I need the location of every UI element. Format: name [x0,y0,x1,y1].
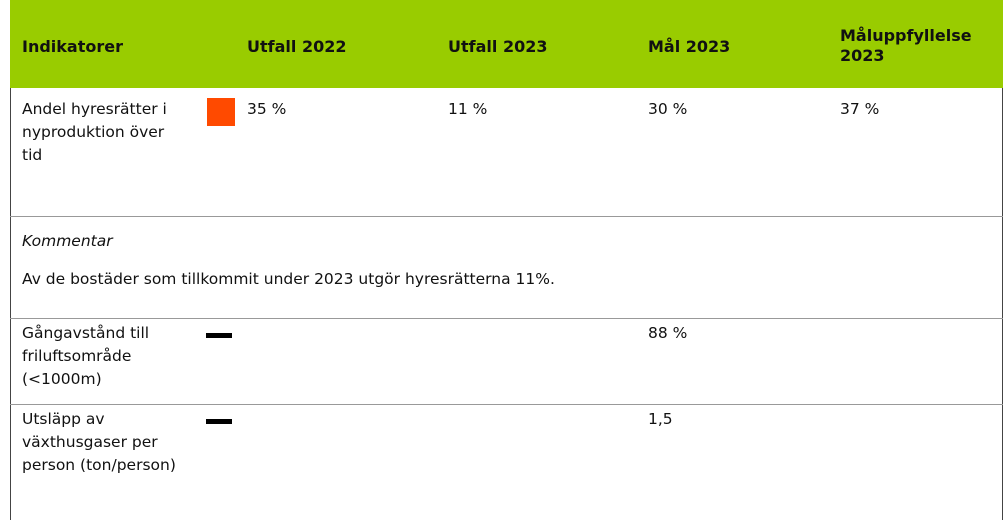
row-divider [10,318,1003,319]
border [10,88,11,520]
cell: 35 % [247,100,287,118]
row-divider [10,216,1003,217]
cell: 1,5 [648,410,673,428]
cell: 88 % [648,324,688,342]
cell: 37 % [840,100,880,118]
indicator: Gångavstånd till friluftsområde (<1000m) [22,324,150,388]
header-cell: Utfall 2022 [247,37,347,56]
status-icon [206,419,232,424]
row-divider [10,404,1003,405]
cell: 11 % [448,100,488,118]
comment-label: Kommentar [22,232,113,250]
header-cell: Indikatorer [22,37,123,56]
border [1002,88,1003,520]
header-cell: Måluppfyllelse 2023 [840,26,972,65]
indicator: Andel hyresrätter i nyproduktion över ti… [22,100,167,164]
header-cell: Mål 2023 [648,37,731,56]
header-cell: Utfall 2023 [448,37,548,56]
indicator: Utsläpp av växthusgaser per person (ton/… [22,410,176,474]
status-icon [207,98,235,126]
header-row [10,0,1003,88]
cell: 30 % [648,100,688,118]
comment: Av de bostäder som tillkommit under 2023… [22,270,555,288]
status-icon [206,333,232,338]
